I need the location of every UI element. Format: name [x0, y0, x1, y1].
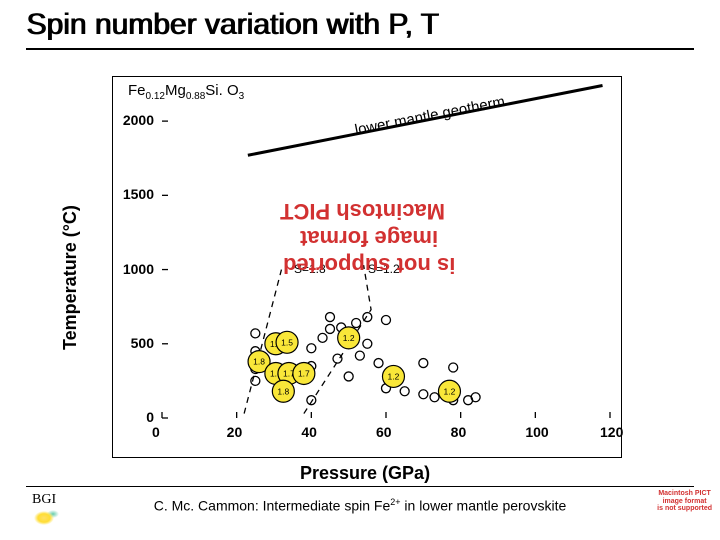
slide-title: Spin number variation with P, T — [26, 8, 694, 42]
x-tick: 80 — [451, 424, 467, 440]
formula-sio-sub: 3 — [239, 91, 245, 102]
credit-sup: 2+ — [390, 497, 400, 507]
svg-text:1.2: 1.2 — [444, 386, 456, 396]
y-tick: 500 — [131, 335, 154, 351]
x-tick: 60 — [376, 424, 392, 440]
x-tick: 100 — [525, 424, 548, 440]
svg-text:1.7: 1.7 — [298, 368, 310, 378]
chemical-formula: Fe0.12Mg0.88Si. O3 — [128, 82, 244, 102]
errortext-macintosh: Macintosh PICT — [280, 198, 445, 224]
credit-line: C. Mc. Cammon: Intermediate spin Fe2+ in… — [0, 497, 720, 514]
x-tick: 120 — [600, 424, 623, 440]
y-tick: 1000 — [123, 261, 154, 277]
errortext-notsupported: is not supported — [283, 252, 455, 278]
x-tick: 0 — [152, 424, 160, 440]
formula-mg: Mg — [165, 82, 186, 99]
svg-text:1.5: 1.5 — [281, 337, 293, 347]
errortext-imageformat: image format — [300, 225, 438, 251]
slide-title-wrap: Spin number variation with P, T — [26, 8, 694, 50]
x-tick: 40 — [301, 424, 317, 440]
svg-text:1.8: 1.8 — [277, 386, 289, 396]
x-axis-label: Pressure (GPa) — [300, 463, 430, 484]
x-tick: 20 — [227, 424, 243, 440]
formula-mg-sub: 0.88 — [186, 91, 205, 102]
formula-sio: Si. O — [205, 82, 238, 99]
svg-text:1.2: 1.2 — [343, 333, 355, 343]
mini-error-text: Macintosh PICT image format is not suppo… — [657, 490, 712, 513]
footer-divider — [26, 486, 694, 487]
formula-fe: Fe — [128, 82, 146, 99]
y-axis-label: Temperature (°C) — [60, 205, 81, 350]
svg-text:1.2: 1.2 — [388, 371, 400, 381]
credit-pre: C. Mc. Cammon: Intermediate spin Fe — [154, 498, 391, 514]
svg-text:1.8: 1.8 — [253, 357, 265, 367]
y-tick: 0 — [146, 409, 154, 425]
credit-post: in lower mantle perovskite — [401, 498, 567, 514]
y-tick: 1500 — [123, 186, 154, 202]
formula-fe-sub: 0.12 — [146, 91, 165, 102]
y-tick: 2000 — [123, 112, 154, 128]
